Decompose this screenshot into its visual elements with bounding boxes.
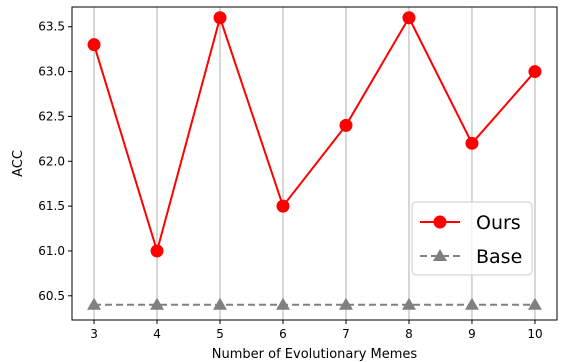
y-tick-label: 62.5 <box>38 109 65 123</box>
data-point-base <box>464 297 479 310</box>
data-point-base <box>338 297 353 310</box>
data-point-ours <box>87 38 101 52</box>
y-tick-label: 63.5 <box>38 20 65 34</box>
x-axis-ticks: 3 4 5 6 7 8 9 10 <box>90 320 543 341</box>
data-point-ours <box>465 136 479 150</box>
y-tick-label: 61.0 <box>38 244 65 258</box>
x-tick-label: 3 <box>90 327 98 341</box>
data-point-ours <box>528 65 542 79</box>
data-point-ours <box>339 118 353 132</box>
data-point-base <box>87 297 102 310</box>
x-axis-label: Number of Evolutionary Memes <box>212 347 418 362</box>
x-tick-label: 10 <box>527 327 542 341</box>
y-tick-label: 63.0 <box>38 65 65 79</box>
data-point-ours <box>150 244 164 258</box>
plot-frame <box>71 6 558 321</box>
x-tick-label: 9 <box>468 327 476 341</box>
series-layer <box>87 11 542 310</box>
legend-label-ours: Ours <box>476 212 521 234</box>
series-line-ours <box>93 14 536 255</box>
legend-label-base: Base <box>476 246 522 268</box>
legend-marker-base <box>433 249 447 262</box>
x-tick-label: 5 <box>216 327 224 341</box>
grid-lines <box>93 7 536 320</box>
data-point-ours <box>276 199 290 213</box>
y-tick-label: 60.5 <box>38 289 65 303</box>
x-tick-label: 4 <box>153 327 161 341</box>
x-tick-label: 8 <box>405 327 413 341</box>
data-point-base <box>213 297 228 310</box>
data-point-ours <box>402 11 416 25</box>
data-point-ours <box>213 11 227 25</box>
legend: Ours Base <box>411 201 533 276</box>
x-tick-label: 7 <box>342 327 350 341</box>
legend-marker-ours <box>433 215 447 229</box>
data-point-base <box>527 297 542 310</box>
data-point-base <box>276 297 291 310</box>
x-tick-label: 6 <box>279 327 287 341</box>
y-tick-label: 61.5 <box>38 199 65 213</box>
y-axis-label: ACC <box>11 150 26 177</box>
data-point-base <box>150 297 165 310</box>
y-tick-label: 62.0 <box>38 154 65 168</box>
y-axis-ticks: 60.5 61.0 61.5 62.0 62.5 63.0 63.5 <box>38 20 72 303</box>
data-point-base <box>401 297 416 310</box>
